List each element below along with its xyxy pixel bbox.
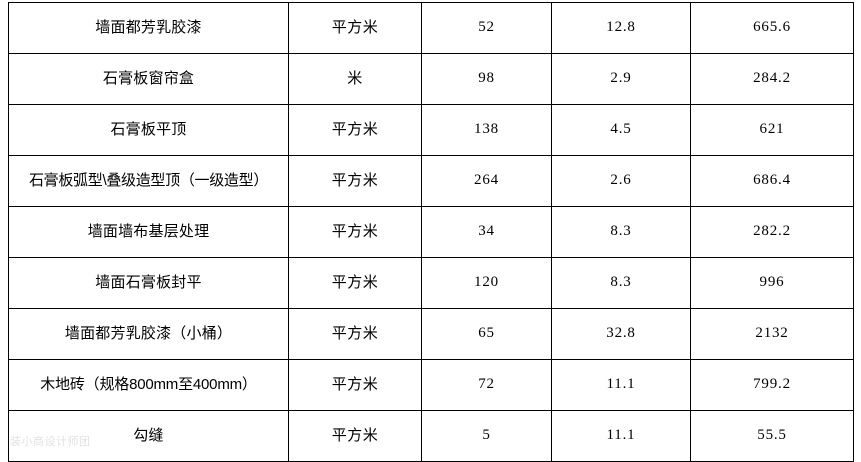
cell-unit: 平方米 — [288, 308, 422, 360]
cell-unit-price: 12.8 — [551, 2, 691, 54]
cell-unit: 平方米 — [288, 104, 422, 156]
cell-amount: 284.2 — [690, 53, 854, 105]
cell-item-name: 勾缝 — [8, 410, 289, 462]
cell-item-name: 墙面石膏板封平 — [8, 257, 289, 309]
table-row: 勾缝 平方米 5 11.1 55.5 — [8, 410, 854, 462]
cell-quantity: 120 — [421, 257, 552, 309]
cell-item-name: 石膏板窗帘盒 — [8, 53, 289, 105]
cell-item-name: 石膏板平顶 — [8, 104, 289, 156]
cell-unit-price: 8.3 — [551, 257, 691, 309]
table-row: 墙面都芳乳胶漆（小桶） 平方米 65 32.8 2132 — [8, 308, 854, 360]
cell-unit: 米 — [288, 53, 422, 105]
table-row: 墙面都芳乳胶漆 平方米 52 12.8 665.6 — [8, 2, 854, 54]
cell-item-name: 墙面墙布基层处理 — [8, 206, 289, 258]
cell-amount: 799.2 — [690, 359, 854, 411]
cell-quantity: 138 — [421, 104, 552, 156]
cell-item-name: 墙面都芳乳胶漆 — [8, 2, 289, 54]
cell-unit: 平方米 — [288, 2, 422, 54]
cell-unit: 平方米 — [288, 410, 422, 462]
cell-quantity: 72 — [421, 359, 552, 411]
cell-amount: 55.5 — [690, 410, 854, 462]
table-row: 石膏板平顶 平方米 138 4.5 621 — [8, 104, 854, 156]
cell-unit-price: 4.5 — [551, 104, 691, 156]
cell-amount: 282.2 — [690, 206, 854, 258]
cell-unit-price: 2.9 — [551, 53, 691, 105]
table-row: 石膏板弧型\叠级造型顶（一级造型） 平方米 264 2.6 686.4 — [8, 155, 854, 207]
cell-amount: 665.6 — [690, 2, 854, 54]
cell-unit-price: 8.3 — [551, 206, 691, 258]
table-row: 墙面墙布基层处理 平方米 34 8.3 282.2 — [8, 206, 854, 258]
cell-quantity: 5 — [421, 410, 552, 462]
cell-item-name: 墙面都芳乳胶漆（小桶） — [8, 308, 289, 360]
cell-quantity: 65 — [421, 308, 552, 360]
cell-quantity: 34 — [421, 206, 552, 258]
cell-quantity: 98 — [421, 53, 552, 105]
cell-amount: 686.4 — [690, 155, 854, 207]
cell-unit: 平方米 — [288, 155, 422, 207]
cell-unit: 平方米 — [288, 257, 422, 309]
table-body: 墙面都芳乳胶漆 平方米 52 12.8 665.6 石膏板窗帘盒米 98 2.9 284.2 石膏… — [8, 2, 854, 462]
cell-item-name: 石膏板弧型\叠级造型顶（一级造型） — [8, 155, 289, 207]
cell-quantity: 264 — [421, 155, 552, 207]
cell-unit-price: 11.1 — [551, 359, 691, 411]
cell-unit: 平方米 — [288, 206, 422, 258]
cell-quantity: 52 — [421, 2, 552, 54]
cell-amount: 2132 — [690, 308, 854, 360]
cell-amount: 996 — [690, 257, 854, 309]
table-row: 墙面石膏板封平 平方米 120 8.3 996 — [8, 257, 854, 309]
cell-unit: 平方米 — [288, 359, 422, 411]
cell-item-name: 木地砖（规格800mm至400mm） — [8, 359, 289, 411]
cell-unit-price: 11.1 — [551, 410, 691, 462]
cell-unit-price: 2.6 — [551, 155, 691, 207]
cost-breakdown-table: 墙面都芳乳胶漆 平方米 52 12.8 665.6 石膏板窗帘盒米 98 2.9 284.2 石膏… — [8, 2, 854, 462]
table-row: 石膏板窗帘盒米 98 2.9 284.2 — [8, 53, 854, 105]
cell-amount: 621 — [690, 104, 854, 156]
cell-unit-price: 32.8 — [551, 308, 691, 360]
table-row: 木地砖（规格800mm至400mm） 平方米 72 11.1 799.2 — [8, 359, 854, 411]
